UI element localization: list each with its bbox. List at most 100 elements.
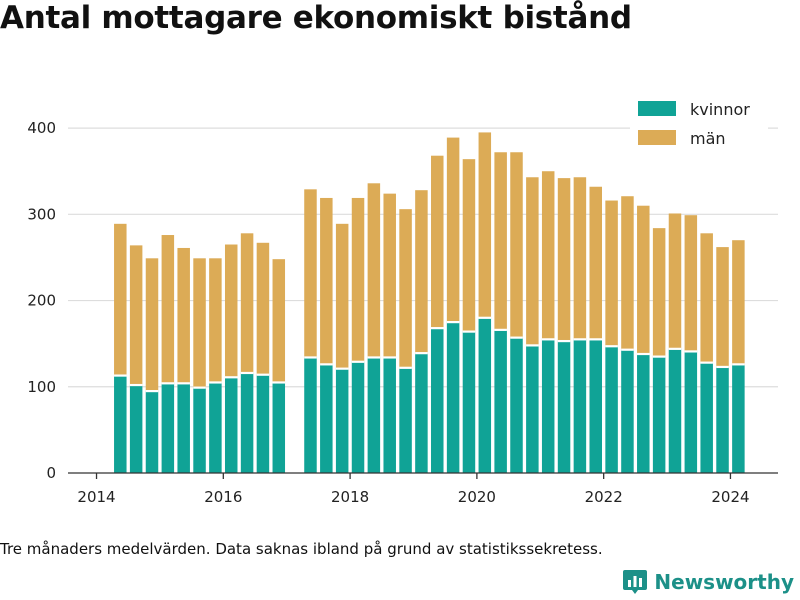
legend-swatch-man — [638, 130, 676, 145]
bar-kvinnor — [557, 341, 571, 473]
bar-man — [431, 155, 444, 329]
bar-man — [209, 258, 222, 383]
bar-kvinnor — [652, 356, 666, 473]
bar-man — [494, 152, 507, 330]
bar-kvinnor — [114, 375, 127, 473]
bar-kvinnor — [320, 364, 333, 473]
bar-man — [621, 196, 634, 350]
x-tick-label: 2016 — [204, 488, 242, 506]
bar-man — [478, 132, 492, 318]
bar-man — [177, 247, 190, 384]
bar-man — [272, 259, 286, 383]
bar-kvinnor — [541, 339, 555, 473]
bar-man — [700, 233, 713, 363]
x-tick-label: 2020 — [458, 488, 496, 506]
bar-kvinnor — [383, 357, 396, 473]
x-tick-labels: 2014 2016 2018 2020 2022 2024 — [77, 488, 749, 506]
bar-kvinnor — [272, 382, 286, 473]
bar-man — [383, 193, 396, 358]
bar-man — [304, 189, 317, 358]
bar-man — [573, 177, 587, 340]
bar-man — [367, 183, 381, 358]
bar-kvinnor — [446, 322, 460, 473]
bar-man — [415, 190, 428, 354]
bar-man — [145, 258, 159, 392]
bar-man — [684, 215, 698, 352]
bar-kvinnor — [732, 364, 745, 473]
bar-kvinnor — [716, 366, 729, 473]
bar-kvinnor — [129, 385, 143, 473]
y-tick-label: 400 — [27, 119, 56, 137]
bar-kvinnor — [415, 353, 428, 473]
y-tick-label: 0 — [46, 464, 56, 482]
bar-man — [129, 245, 143, 386]
bar-man — [605, 200, 618, 347]
bar-man — [510, 152, 523, 338]
bar-man — [399, 209, 412, 368]
bar-man — [637, 205, 650, 355]
newsworthy-logo-icon — [623, 570, 648, 594]
bar-kvinnor — [462, 331, 476, 473]
brand-name: Newsworthy — [654, 570, 794, 594]
x-tick-label: 2014 — [77, 488, 115, 506]
bar-kvinnor — [367, 357, 381, 473]
x-axis — [68, 472, 778, 479]
bar-man — [668, 213, 682, 349]
bar-man — [732, 240, 745, 365]
bar-man — [557, 178, 571, 342]
bar-kvinnor — [256, 374, 270, 473]
legend-label: män — [690, 129, 726, 148]
y-tick-label: 200 — [27, 292, 56, 310]
bar-man — [240, 233, 254, 373]
bar-kvinnor — [304, 357, 317, 473]
bar-kvinnor — [431, 328, 444, 473]
brand: Newsworthy — [622, 568, 794, 596]
bar-man — [256, 242, 270, 375]
bar-kvinnor — [510, 337, 523, 473]
bar-man — [446, 137, 460, 323]
bar-kvinnor — [161, 383, 175, 473]
bar-man — [716, 247, 729, 367]
bar-kvinnor — [177, 383, 190, 473]
bar-man — [526, 177, 539, 346]
bar-kvinnor — [668, 348, 682, 473]
bar-man — [114, 223, 127, 376]
x-tick-label: 2022 — [585, 488, 623, 506]
bar-man — [589, 186, 602, 340]
legend-label: kvinnor — [690, 100, 750, 119]
bar-kvinnor — [209, 382, 222, 473]
bar-kvinnor — [684, 351, 698, 473]
bar-kvinnor — [526, 345, 539, 473]
bar-man — [161, 235, 175, 384]
bar-man — [224, 244, 238, 378]
bar-kvinnor — [224, 377, 238, 473]
bar-kvinnor — [478, 317, 492, 473]
bar-man — [462, 159, 476, 332]
bars — [114, 132, 745, 473]
bar-kvinnor — [351, 361, 365, 473]
bar-man — [320, 197, 333, 365]
x-tick-label: 2018 — [331, 488, 369, 506]
bar-kvinnor — [193, 387, 206, 473]
bar-kvinnor — [240, 372, 254, 473]
y-tick-label: 100 — [27, 378, 56, 396]
bar-kvinnor — [700, 362, 713, 473]
bar-man — [652, 228, 666, 357]
bar-kvinnor — [621, 349, 634, 473]
bar-kvinnor — [605, 346, 618, 473]
bar-man — [351, 197, 365, 362]
legend: kvinnor män — [630, 92, 768, 158]
chart-title: Antal mottagare ekonomiskt bistånd — [0, 0, 632, 36]
y-tick-label: 300 — [27, 205, 56, 223]
bar-man — [541, 171, 555, 340]
bar-kvinnor — [399, 367, 412, 473]
bar-kvinnor — [573, 339, 587, 473]
bar-kvinnor — [589, 339, 602, 473]
x-tick-label: 2024 — [711, 488, 749, 506]
bar-kvinnor — [335, 368, 349, 473]
bar-kvinnor — [145, 391, 159, 473]
bar-kvinnor — [637, 354, 650, 473]
footnote: Tre månaders medelvärden. Data saknas ib… — [0, 540, 603, 558]
bar-kvinnor — [494, 329, 507, 473]
